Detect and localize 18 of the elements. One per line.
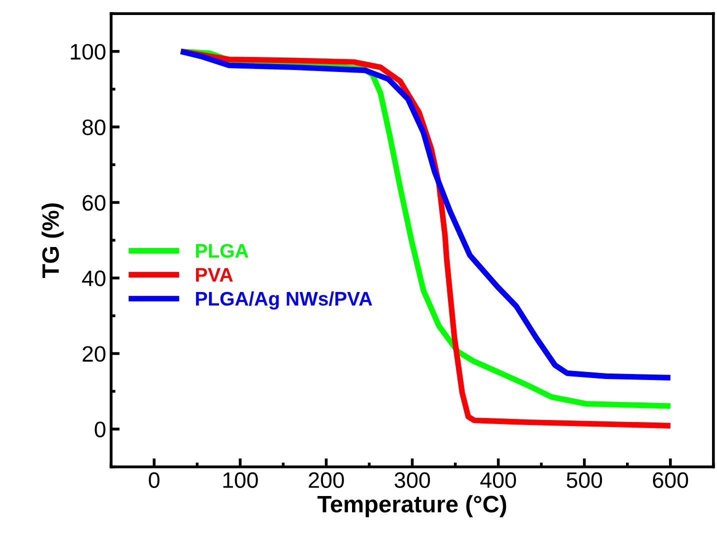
y-tick-label: 100 — [70, 44, 106, 60]
x-tick-label: 200 — [308, 472, 344, 488]
y-tick-label: 80 — [82, 119, 106, 136]
y-tick-label: 0 — [94, 422, 106, 438]
x-tick-label: 100 — [223, 472, 258, 488]
y-axis-title: TG (%) — [42, 203, 64, 278]
x-tick-label: 0 — [148, 472, 160, 488]
y-tick-label: 20 — [82, 346, 106, 362]
y-tick-label: 60 — [82, 195, 106, 211]
x-tick-label: 600 — [652, 472, 688, 488]
legend-label: PVA — [196, 268, 233, 282]
y-tick-label: 40 — [82, 270, 106, 286]
x-axis-title: Temperature (°C) — [318, 495, 506, 518]
x-tick-label: 500 — [566, 472, 602, 488]
x-tick-label: 300 — [394, 472, 430, 488]
legend-label: PLGA — [196, 244, 248, 258]
legend-label: PLGA/Ag NWs/PVA — [196, 291, 372, 310]
x-tick-label: 400 — [480, 472, 516, 488]
